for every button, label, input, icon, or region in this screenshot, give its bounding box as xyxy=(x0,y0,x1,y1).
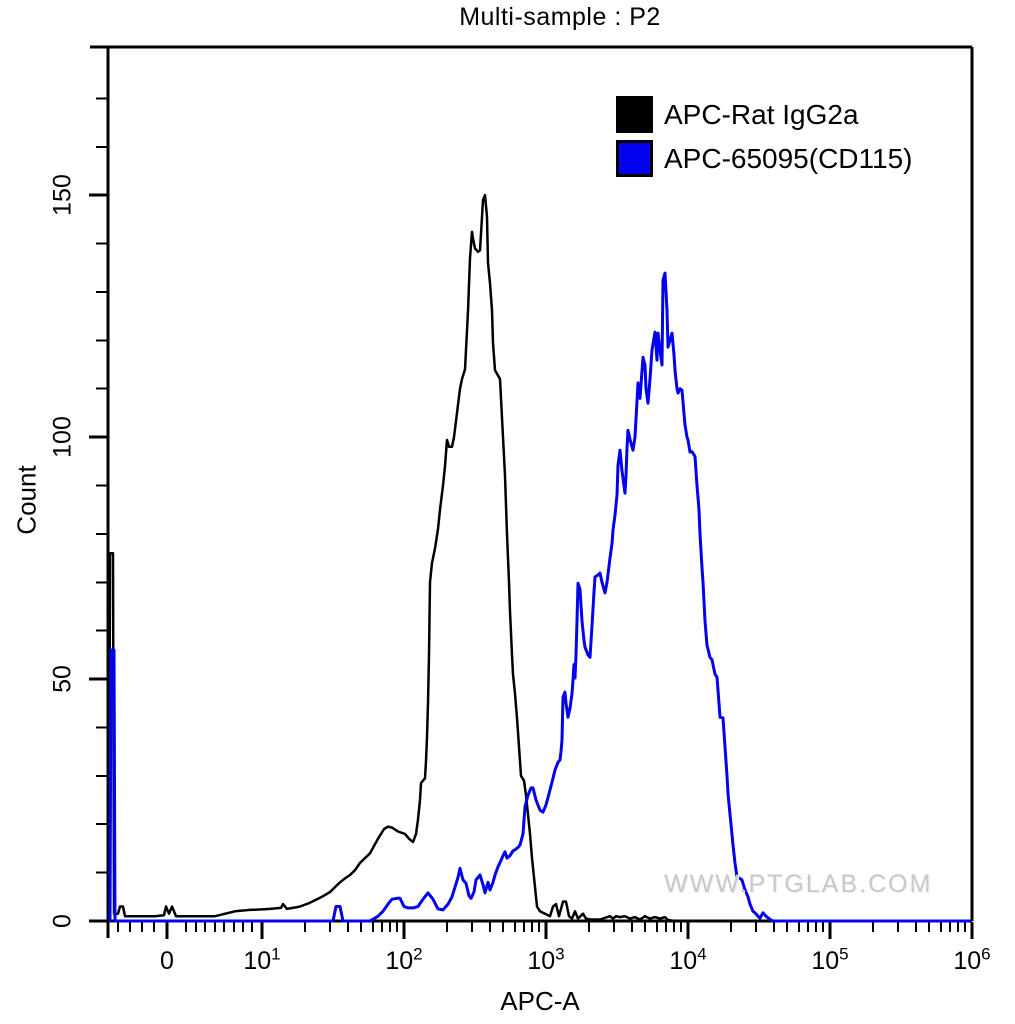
legend-label: APC-Rat IgG2a xyxy=(664,98,859,130)
legend-item: APC-Rat IgG2a xyxy=(616,96,913,133)
y-tick-label: 100 xyxy=(48,416,77,458)
y-tick-label: 50 xyxy=(48,665,77,693)
y-tick-label: 0 xyxy=(48,914,77,928)
legend-item: APC-65095(CD115) xyxy=(616,140,913,177)
legend-swatch-icon xyxy=(616,96,653,133)
legend-label: APC-65095(CD115) xyxy=(664,142,913,174)
y-tick-label: 150 xyxy=(48,174,77,216)
y-axis-label: Count xyxy=(11,465,42,535)
legend-swatch-icon xyxy=(616,140,653,177)
x-tick-label: 106 xyxy=(953,944,991,975)
x-tick-label: 103 xyxy=(527,944,565,975)
x-tick-label: 105 xyxy=(811,944,849,975)
plot-title: Multi-sample : P2 xyxy=(459,3,661,31)
legend: APC-Rat IgG2a APC-65095(CD115) xyxy=(616,96,913,184)
x-axis-label: APC-A xyxy=(500,986,580,1016)
histogram-curve-1 xyxy=(108,271,972,923)
x-tick-label: 0 xyxy=(160,947,174,975)
histogram-curve-0 xyxy=(107,193,972,923)
x-tick-label: 101 xyxy=(243,944,281,975)
x-tick-label: 104 xyxy=(669,944,707,975)
x-tick-label: 102 xyxy=(385,944,423,975)
watermark: WWW.PTGLAB.COM xyxy=(664,870,933,898)
